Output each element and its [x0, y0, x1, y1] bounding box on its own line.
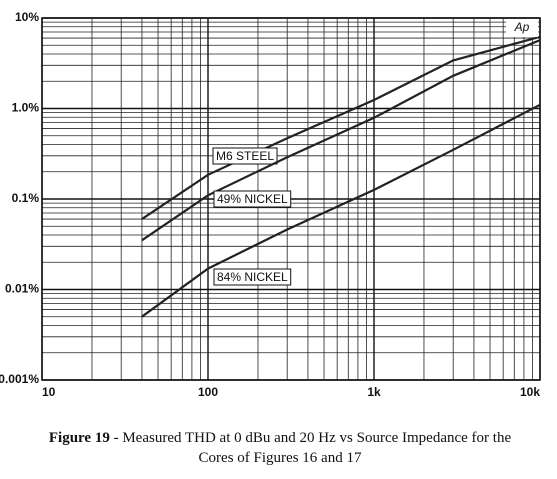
y-tick-label: 0.1%: [12, 191, 40, 205]
series-line: [141, 103, 541, 318]
legend-box: [212, 147, 278, 165]
legend-box: [213, 190, 292, 208]
y-tick-label: 1.0%: [12, 101, 40, 115]
y-tick-label: 0.001%: [0, 372, 39, 386]
series-line: [141, 39, 541, 242]
y-tick-label: 10%: [15, 10, 39, 24]
y-tick-label: 0.01%: [5, 282, 39, 296]
legend-label: 84% NICKEL: [217, 270, 288, 284]
chart: 10% 1.0% 0.1% 0.01% 0.001%10 100 1k 10k M6 STEEL…: [0, 10, 541, 399]
x-tick-label: 1k: [367, 385, 381, 399]
caption: Figure 19 - Measured THD at 0 dBu and 20…: [40, 428, 520, 468]
frame: [41, 17, 541, 381]
logo: Ap: [514, 20, 530, 34]
x-tick-label: 10: [42, 385, 56, 399]
series-line: [141, 35, 541, 221]
figure-label: Figure 19: [48, 430, 110, 446]
x-tick-label: 10k: [520, 385, 540, 399]
x-tick-label: 100: [198, 385, 218, 399]
caption-text: - Measured THD at 0 dBu and 20 Hz vs Sou…: [109, 430, 512, 466]
legend-label: 49% NICKEL: [217, 192, 288, 206]
legend-label: M6 STEEL: [216, 149, 274, 163]
logo-bg: [506, 19, 538, 37]
legend-box: [213, 268, 292, 286]
